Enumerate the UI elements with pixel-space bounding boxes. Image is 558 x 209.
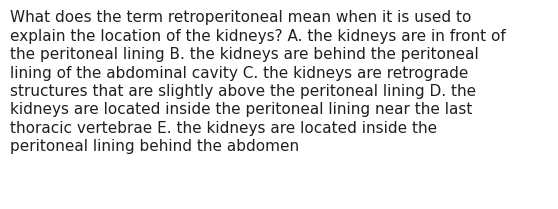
Text: What does the term retroperitoneal mean when it is used to
explain the location : What does the term retroperitoneal mean … (10, 10, 506, 154)
